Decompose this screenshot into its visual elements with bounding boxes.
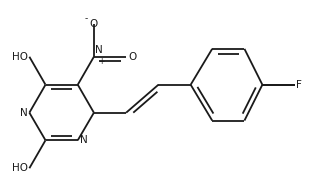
Text: N: N bbox=[80, 135, 87, 145]
Text: N: N bbox=[20, 108, 28, 118]
Text: HO: HO bbox=[12, 52, 28, 62]
Text: O: O bbox=[90, 19, 98, 29]
Text: F: F bbox=[296, 80, 302, 90]
Text: N: N bbox=[95, 45, 103, 55]
Text: +: + bbox=[98, 57, 105, 66]
Text: HO: HO bbox=[12, 163, 28, 173]
Text: -: - bbox=[84, 14, 87, 23]
Text: O: O bbox=[128, 52, 136, 62]
